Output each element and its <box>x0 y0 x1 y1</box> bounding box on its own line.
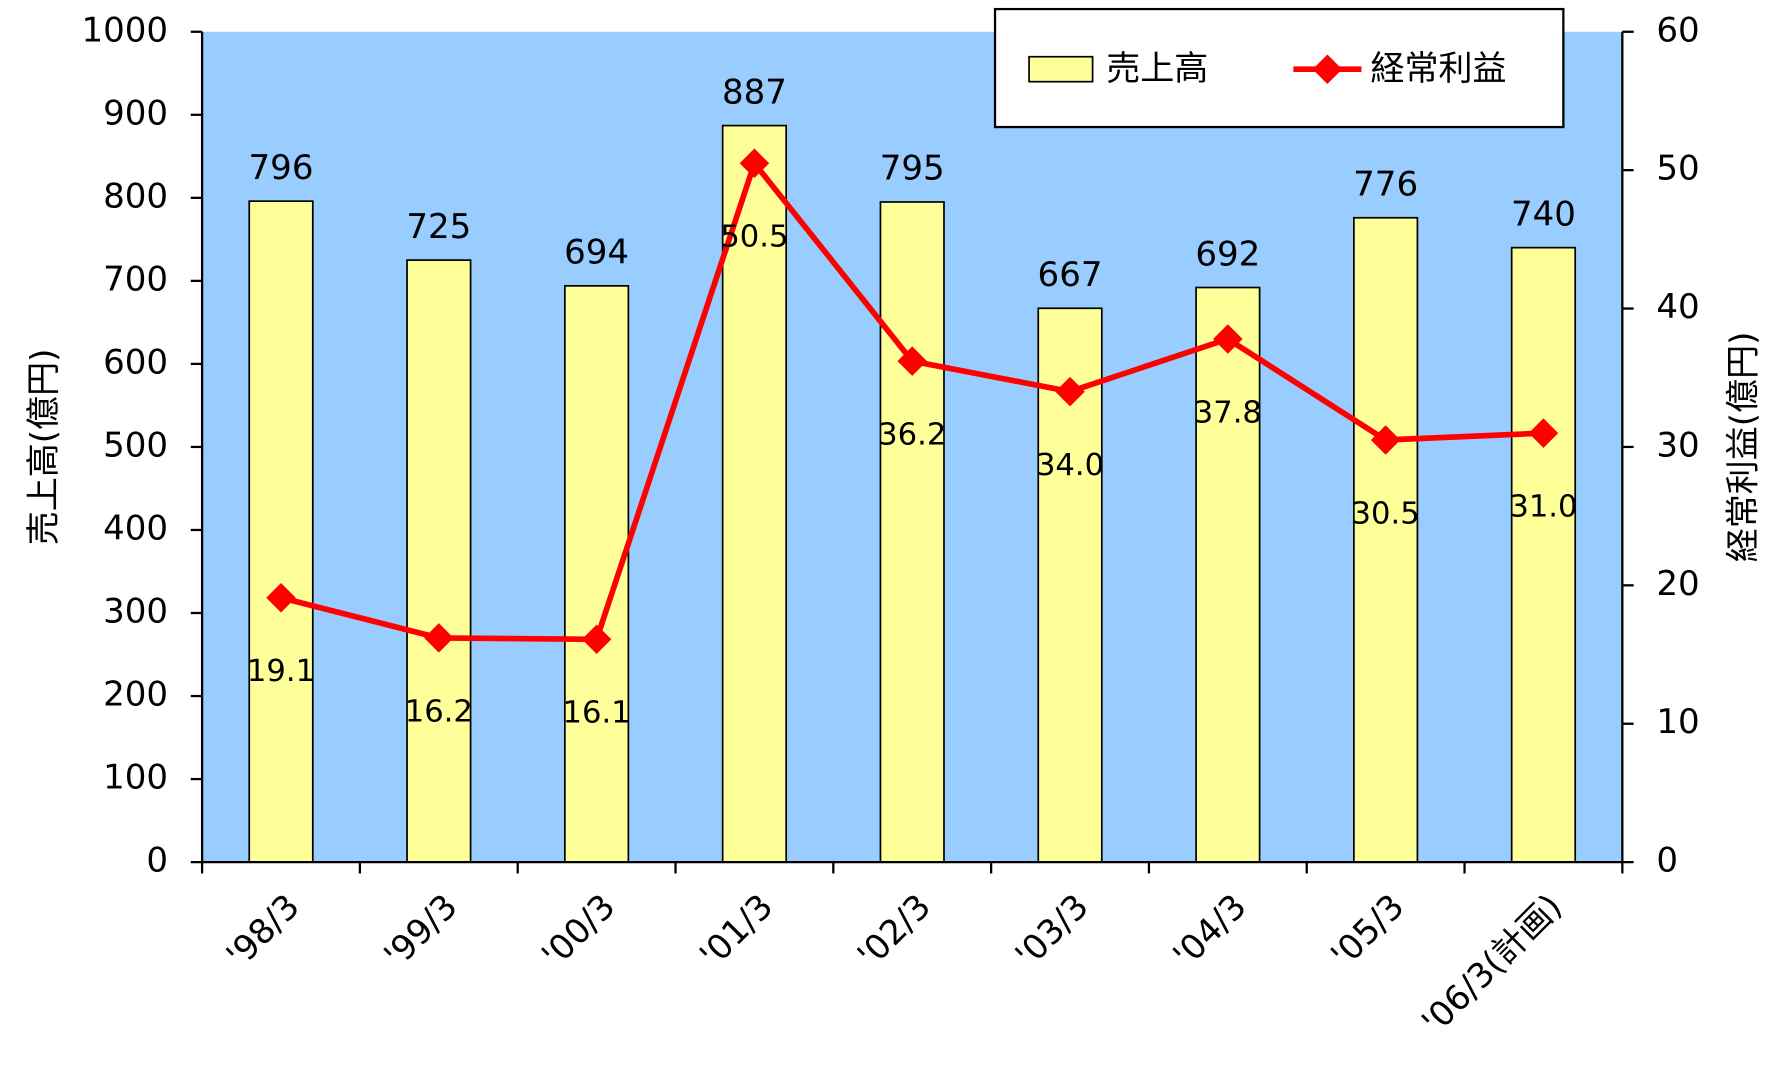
x-tick-label: '98/3 <box>219 887 308 976</box>
legend-label: 売上高 <box>1106 49 1208 89</box>
bar-value-label: 725 <box>406 207 471 247</box>
line-marker <box>739 148 770 178</box>
bar-value-label: 796 <box>249 148 314 188</box>
y2-tick-label: 20 <box>1656 564 1699 604</box>
x-tick-label: '01/3 <box>692 887 781 976</box>
y2-tick-label: 60 <box>1656 10 1699 50</box>
line-value-label: 50.5 <box>720 220 788 255</box>
y-tick-label: 800 <box>103 176 168 216</box>
y-tick-label: 900 <box>103 93 168 133</box>
line-value-label: 36.2 <box>878 418 946 453</box>
y-tick-label: 600 <box>103 342 168 382</box>
line-marker <box>1528 418 1559 448</box>
y-tick-label: 1000 <box>81 10 168 50</box>
x-tick-label: '00/3 <box>534 887 623 976</box>
y2-tick-label: 50 <box>1656 149 1699 189</box>
bar <box>879 201 945 863</box>
legend: 売上高 経常利益 <box>993 7 1565 129</box>
bar <box>1195 286 1261 863</box>
y-tick-label: 400 <box>103 508 168 548</box>
bar-value-label: 887 <box>722 72 787 112</box>
legend-marker <box>1312 54 1343 84</box>
x-tick-label: '99/3 <box>377 887 466 976</box>
y-tick-label: 300 <box>103 592 168 632</box>
line-value-label: 19.1 <box>247 654 315 689</box>
bar <box>1353 216 1419 863</box>
legend-swatch <box>1028 55 1094 83</box>
y2-tick-label: 40 <box>1656 287 1699 327</box>
y-axis-title: 売上高(億円) <box>24 349 64 546</box>
x-tick-label: '03/3 <box>1008 887 1097 976</box>
legend-label: 経常利益 <box>1371 49 1507 89</box>
bar-value-label: 776 <box>1353 165 1418 205</box>
bar-value-label: 667 <box>1038 255 1103 295</box>
line-marker <box>424 623 454 653</box>
y2-axis-title: 経常利益(億円) <box>1723 332 1763 563</box>
bar-value-label: 740 <box>1511 194 1576 234</box>
x-tick-label: '05/3 <box>1323 887 1412 976</box>
y-tick-label: 0 <box>146 841 168 881</box>
line-value-label: 34.0 <box>1036 448 1104 483</box>
line-value-label: 30.5 <box>1352 496 1420 531</box>
line-value-label: 37.8 <box>1194 395 1262 430</box>
bar-value-label: 795 <box>880 149 945 189</box>
y-tick-label: 200 <box>103 675 168 715</box>
x-tick-label: '02/3 <box>850 887 939 976</box>
line-value-label: 16.1 <box>563 696 631 731</box>
y-tick-label: 500 <box>103 425 168 465</box>
y2-tick-label: 10 <box>1656 702 1699 742</box>
line-marker <box>897 346 927 376</box>
x-tick-label: '04/3 <box>1166 887 1255 976</box>
y-tick-label: 700 <box>103 259 168 299</box>
line-value-label: 16.2 <box>405 694 473 729</box>
bar <box>248 200 314 863</box>
x-tick-label: '06/3(計画) <box>1414 887 1570 1043</box>
y-tick-label: 100 <box>103 758 168 798</box>
y2-tick-label: 0 <box>1656 841 1678 881</box>
bar-value-label: 692 <box>1195 234 1260 274</box>
y2-tick-label: 30 <box>1656 425 1699 465</box>
bar <box>721 124 788 863</box>
line-value-label: 31.0 <box>1509 489 1577 524</box>
bar-value-label: 694 <box>564 233 629 273</box>
bar <box>406 259 472 863</box>
bar <box>1510 246 1577 863</box>
